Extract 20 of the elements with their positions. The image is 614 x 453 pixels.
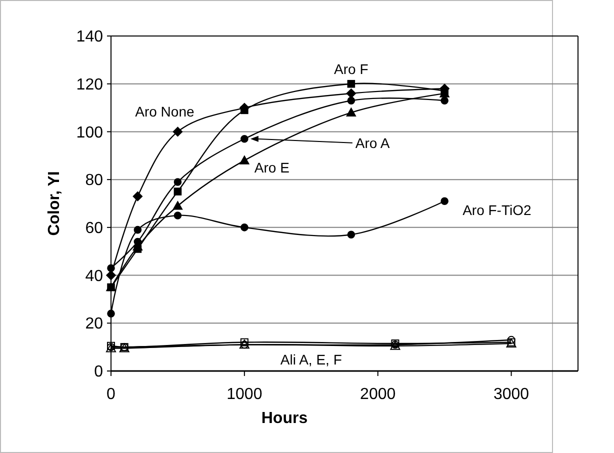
x-tick-label: 3000 (493, 386, 530, 403)
y-tick-label: 40 (85, 268, 104, 285)
y-tick-label: 100 (76, 124, 104, 142)
y-tick-label: 60 (85, 220, 104, 238)
annotation: Ali A, E, F (280, 352, 342, 368)
series-label: Aro E (254, 159, 290, 176)
x-tick-label: 1000 (226, 386, 262, 403)
y-axis-title: Color, YI (46, 171, 63, 236)
x-tick-label: 2000 (360, 386, 396, 403)
y-tick-label: 0 (94, 364, 104, 381)
series-label: Aro None (135, 104, 194, 120)
x-tick-label: 0 (106, 386, 116, 403)
y-tick-label: 80 (85, 172, 104, 190)
y-tick-label: 20 (85, 316, 104, 333)
y-tick-label: 140 (76, 28, 104, 46)
x-axis-title: Hours (261, 410, 308, 427)
series-label: Aro F (334, 60, 368, 77)
series-label: Aro F-TiO2 (462, 202, 532, 218)
y-tick-label: 120 (76, 76, 104, 94)
text: Aro A (355, 134, 390, 151)
